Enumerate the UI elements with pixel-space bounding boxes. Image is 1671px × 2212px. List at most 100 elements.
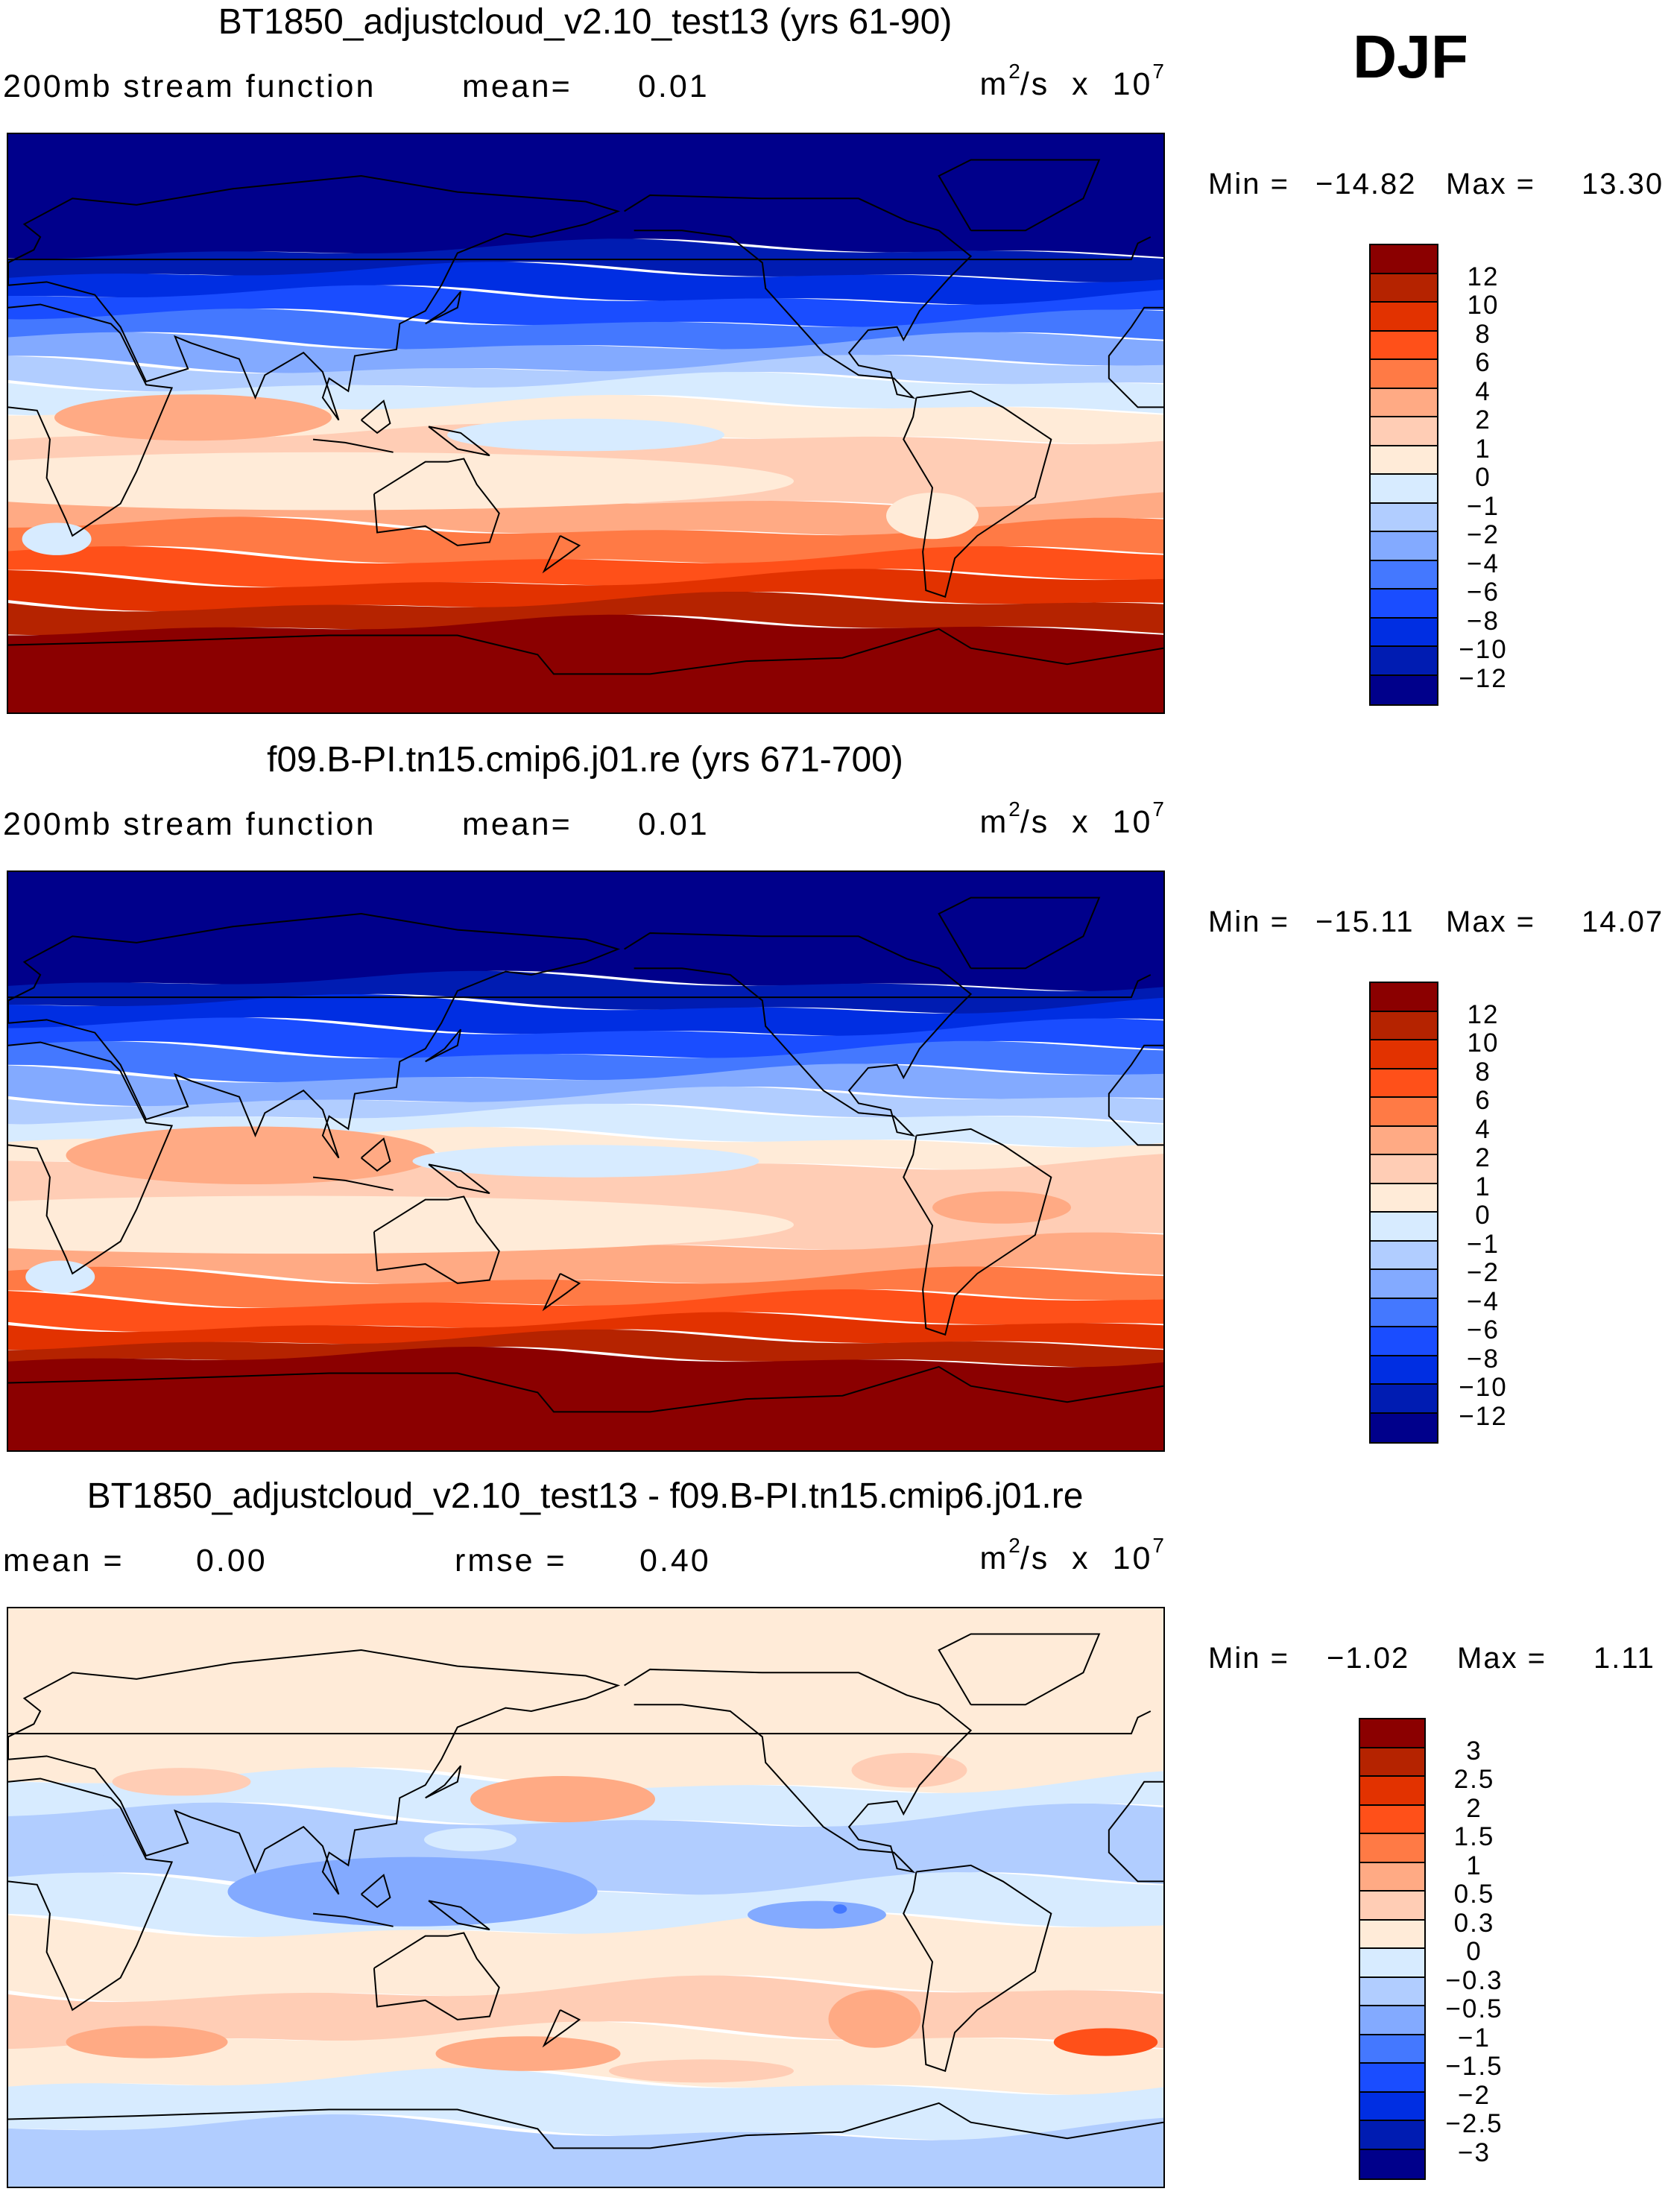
contour-band [8, 1312, 1163, 1350]
colorbar-tick-label: 8 [1475, 319, 1491, 349]
colorbar-box [1371, 560, 1437, 590]
colorbar-box [1371, 274, 1437, 303]
coastline [313, 1914, 394, 1927]
colorbar-box [1371, 1356, 1437, 1385]
colorbar [1369, 982, 1438, 1444]
contour-band [8, 591, 1163, 636]
colorbar-box [1360, 2064, 1424, 2093]
contour-band [8, 332, 1163, 373]
colorbar-tick-label: 4 [1475, 1114, 1491, 1144]
coastline [361, 1139, 391, 1171]
colorbar-tick-label: 2 [1475, 405, 1491, 434]
colorbar-tick-label: −10 [1459, 1373, 1508, 1402]
colorbar-tick-label: 1 [1475, 434, 1491, 464]
colorbar-box [1371, 360, 1437, 389]
colorbar-box [1371, 1413, 1437, 1442]
coastline [429, 1164, 490, 1193]
contour-blob [112, 1768, 251, 1796]
colorbar-tick-label: −4 [1467, 1286, 1500, 1316]
colorbar-tick-label: 12 [1467, 999, 1500, 1029]
mean-label: mean= [462, 806, 572, 842]
contour-band [8, 970, 1163, 1014]
rmse-value: 0.40 [639, 1543, 711, 1579]
colorbar-tick-label: −0.3 [1445, 1965, 1503, 1995]
colorbar-tick-label: 8 [1475, 1057, 1491, 1087]
panel-test: BT1850_adjustcloud_v2.10_test13 (yrs 61-… [0, 0, 1671, 738]
coastline [625, 1669, 971, 1872]
contour-band [8, 238, 1163, 283]
contour-band [8, 993, 1163, 1037]
panel-control: f09.B-PI.tn15.cmip6.j01.re (yrs 671-700)… [0, 738, 1671, 1476]
colorbar-box [1371, 331, 1437, 360]
colorbar [1369, 244, 1438, 706]
colorbar-box [1371, 675, 1437, 704]
colorbar-box [1371, 983, 1437, 1012]
colorbar-box [1371, 1098, 1437, 1127]
colorbar-box [1360, 2006, 1424, 2035]
colorbar [1359, 1718, 1426, 2180]
colorbar-box [1371, 532, 1437, 561]
colorbar-box [1360, 1977, 1424, 2006]
max-label: Max = [1446, 906, 1536, 938]
contour-band [8, 355, 1163, 392]
variable-label: 200mb stream function [3, 69, 376, 104]
contour-blob [8, 1195, 794, 1254]
colorbar-box [1371, 388, 1437, 417]
contour-blob [470, 1776, 655, 1823]
contour-blob [8, 452, 794, 511]
min-label: Min = [1208, 906, 1289, 938]
coastline [429, 426, 490, 455]
colorbar-box [1360, 2035, 1424, 2064]
colorbar-tick-label: 3 [1466, 1736, 1482, 1766]
coastline [8, 1367, 1163, 1412]
colorbar-tick-label: 12 [1467, 262, 1500, 291]
contour-blob [25, 1260, 95, 1293]
coastline [426, 291, 461, 323]
units-label: m2/s x 107 [979, 60, 1164, 102]
colorbar-box [1360, 1949, 1424, 1978]
mean-value: 0.00 [196, 1543, 268, 1579]
colorbar-tick-label: 2 [1466, 1793, 1482, 1823]
colorbar-box [1371, 1040, 1437, 1069]
colorbar-tick-label: −3 [1458, 2137, 1491, 2167]
colorbar-box [1371, 1155, 1437, 1184]
min-value: −14.82 [1315, 168, 1417, 200]
colorbar-box [1371, 618, 1437, 647]
colorbar-box [1371, 1327, 1437, 1356]
colorbar-box [1371, 1069, 1437, 1098]
colorbar-box [1371, 1385, 1437, 1414]
coastline [361, 1875, 391, 1907]
panel-title: BT1850_adjustcloud_v2.10_test13 - f09.B-… [86, 1476, 1084, 1516]
colorbar-tick-label: −4 [1467, 549, 1500, 578]
coastline [8, 237, 1151, 259]
colorbar-tick-label: 0 [1466, 1937, 1482, 1966]
colorbar-tick-label: −1 [1458, 2023, 1491, 2053]
contour-band [8, 569, 1163, 612]
colorbar-tick-label: 1 [1466, 1851, 1482, 1880]
contour-blob [424, 1827, 517, 1851]
colorbar-box [1371, 1011, 1437, 1040]
colorbar-box [1360, 1805, 1424, 1834]
map-plot [7, 133, 1165, 714]
contour-band [8, 1040, 1163, 1083]
colorbar-tick-label: −12 [1459, 663, 1508, 693]
colorbar-box [1371, 446, 1437, 475]
contour-blob [22, 522, 92, 555]
contour-blob [748, 1900, 886, 1929]
colorbar-tick-label: −1.5 [1445, 2052, 1503, 2081]
colorbar-box [1371, 590, 1437, 619]
colorbar-box [1360, 1920, 1424, 1949]
contour-blob [447, 418, 724, 452]
min-value: −1.02 [1327, 1642, 1410, 1675]
coastline [313, 1178, 394, 1190]
panel-title: BT1850_adjustcloud_v2.10_test13 (yrs 61-… [218, 2, 953, 42]
coastline [8, 1650, 618, 1895]
coastline [426, 1766, 461, 1798]
mean-label: mean = [3, 1543, 124, 1579]
contour-band [8, 262, 1163, 306]
colorbar-box [1360, 1862, 1424, 1892]
colorbar-tick-label: 10 [1467, 1028, 1500, 1058]
coastline [939, 1634, 1099, 1704]
contour-band [8, 285, 1163, 328]
coastline [903, 1129, 1051, 1335]
